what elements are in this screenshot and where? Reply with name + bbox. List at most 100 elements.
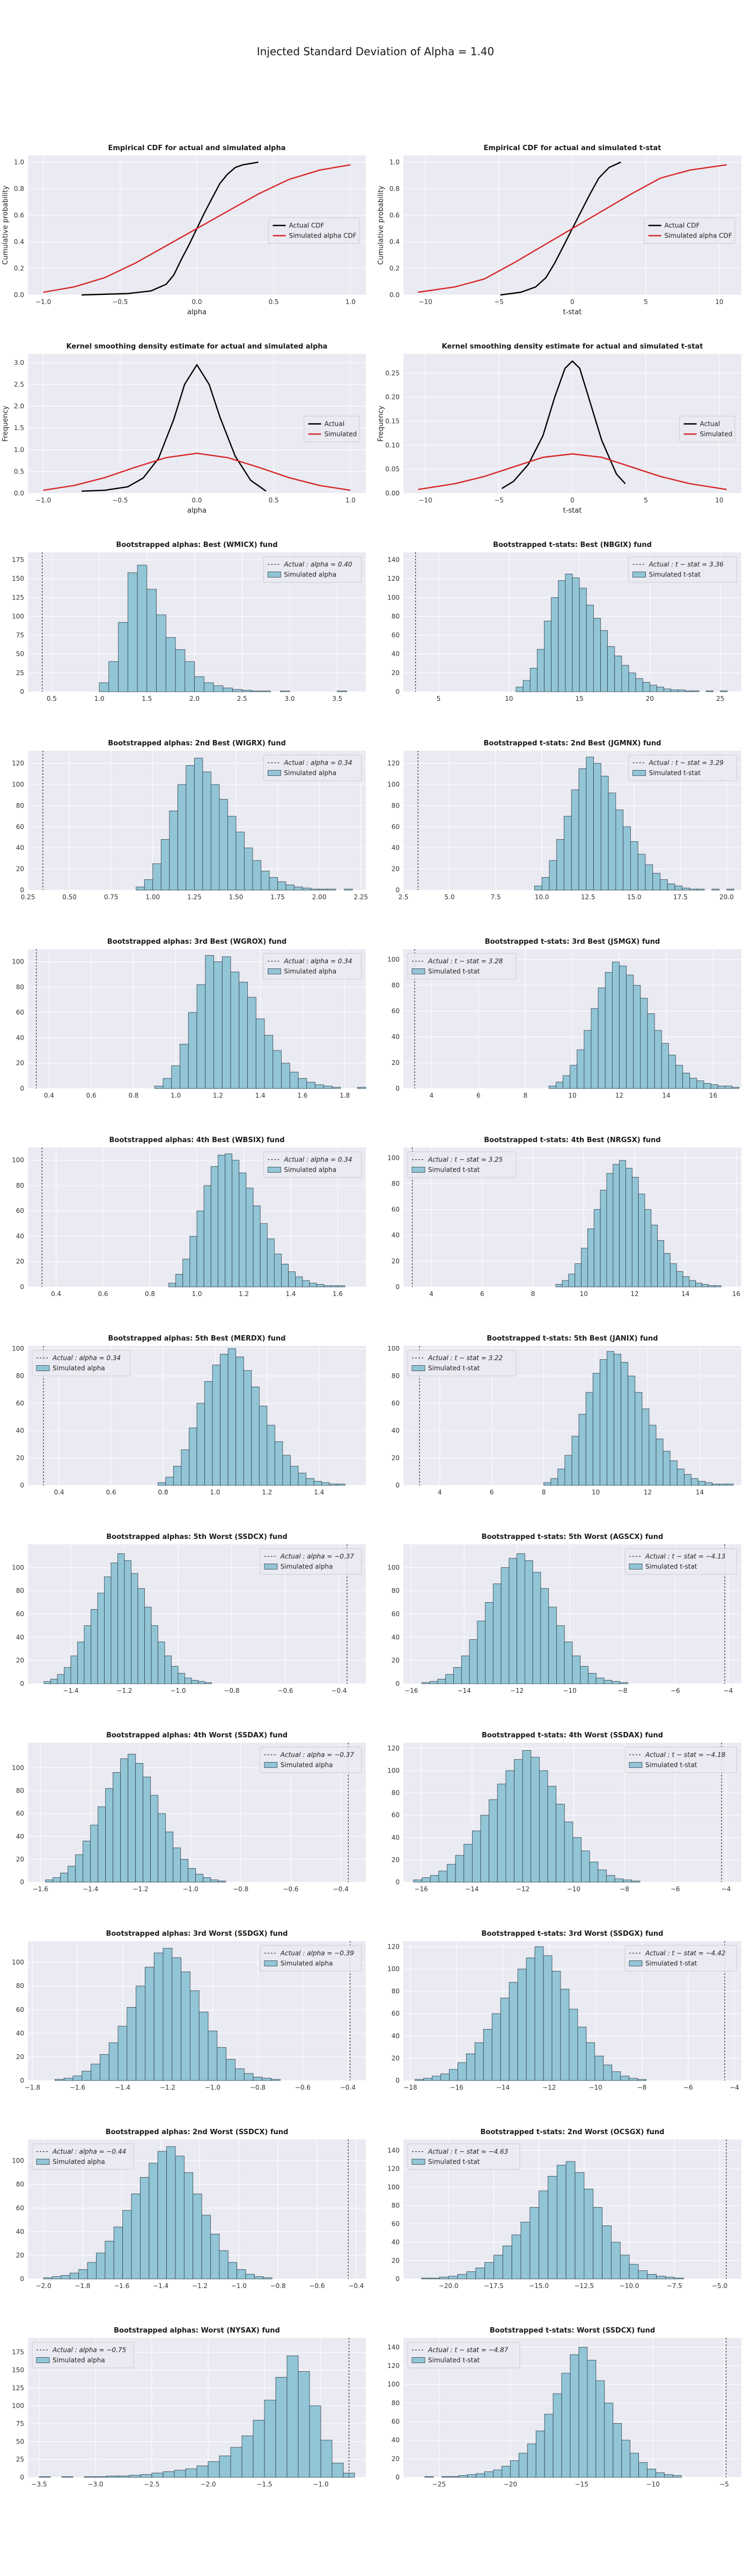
legend-label: Actual : t − stat = −4.18 — [645, 1751, 726, 1759]
histogram-bar — [247, 997, 256, 1089]
y-tick-label: 25 — [16, 2456, 24, 2463]
x-tick-label: −1.0 — [170, 1687, 186, 1694]
legend-patch-swatch — [36, 2357, 50, 2363]
series-line — [501, 360, 626, 490]
x-tick-label: −20 — [504, 2481, 517, 2488]
histogram-bar — [332, 2462, 344, 2478]
y-tick-label: 120 — [387, 2165, 400, 2173]
histogram-bar — [281, 1063, 290, 1089]
histogram-bar — [570, 2354, 579, 2478]
histogram-bar — [274, 1254, 282, 1287]
y-tick-label: 60 — [392, 2418, 400, 2425]
y-tick-label: 80 — [16, 2181, 24, 2188]
y-tick-label: 1.5 — [14, 424, 24, 432]
y-tick-label: 0 — [20, 1680, 24, 1687]
histogram-bar — [77, 1641, 85, 1684]
histogram-bar — [551, 597, 559, 692]
legend-label: Simulated alpha — [284, 769, 336, 777]
histogram-bar — [64, 1667, 71, 1684]
y-tick-label: 100 — [12, 1564, 24, 1571]
histogram-bar — [306, 1478, 314, 1486]
y-tick-label: 60 — [392, 1811, 400, 1819]
x-tick-label: 8 — [524, 1092, 528, 1099]
histogram-bar — [556, 1803, 565, 1883]
x-tick-label: 16 — [709, 1092, 717, 1099]
x-tick-label: 1.25 — [187, 893, 202, 901]
histogram-bar — [219, 799, 228, 891]
y-tick-label: 20 — [392, 2455, 400, 2462]
histogram-bar — [82, 2070, 92, 2081]
x-tick-label: 15 — [575, 695, 583, 702]
x-tick-label: 0.6 — [86, 1092, 97, 1099]
x-tick-label: −16 — [414, 1885, 428, 1893]
legend-label: Actual CDF — [289, 222, 325, 230]
histogram-bar — [572, 1837, 581, 1883]
series-line — [418, 453, 727, 490]
histogram-bar — [282, 1455, 291, 1486]
x-tick-label: −4 — [730, 2084, 739, 2091]
histogram-bar — [539, 2190, 548, 2279]
histogram-bar — [271, 2079, 281, 2081]
y-tick-label: 20 — [392, 1257, 400, 1265]
x-tick-label: −3.0 — [87, 2481, 103, 2488]
histogram-bar — [253, 2076, 263, 2081]
x-axis-label: t-stat — [563, 308, 582, 316]
histogram-bar — [660, 879, 668, 891]
histogram-bar — [158, 1641, 165, 1684]
histogram-bar — [593, 2207, 602, 2279]
histogram-bar — [710, 1084, 718, 1089]
y-tick-label: 0 — [20, 688, 24, 695]
y-tick-label: 80 — [16, 1372, 24, 1380]
histogram-bar — [169, 810, 178, 891]
histogram-bar — [99, 682, 109, 692]
x-tick-label: −10 — [567, 1885, 580, 1893]
y-tick-label: 60 — [16, 2006, 24, 2014]
histogram-bar — [239, 1172, 247, 1287]
y-tick-label: 80 — [392, 1789, 400, 1797]
histogram-bar — [621, 2440, 631, 2478]
histogram-bar — [327, 889, 336, 891]
x-tick-label: −0.4 — [348, 2282, 364, 2290]
histogram-bar — [261, 691, 271, 692]
y-tick-label: 0 — [395, 1482, 400, 1489]
y-tick-label: 40 — [392, 1633, 400, 1641]
histogram-bar — [204, 1682, 212, 1684]
legend-label: Simulated alpha — [281, 1960, 333, 1967]
chart-title: Bootstrapped t-stats: 5th Worst (AGSCX) … — [482, 1533, 664, 1541]
x-tick-label: 1.4 — [314, 1489, 324, 1496]
histogram-bar — [104, 1576, 112, 1684]
x-tick-label: −12 — [516, 1885, 529, 1893]
histogram-bar — [53, 1877, 61, 1883]
legend-label: Simulated alpha CDF — [665, 232, 732, 240]
legend-label: Actual : t − stat = 3.28 — [428, 958, 503, 965]
y-tick-label: 40 — [16, 844, 24, 852]
y-tick-label: 20 — [392, 2257, 400, 2264]
x-tick-label: 0.6 — [98, 1290, 108, 1298]
histogram-bar — [244, 847, 253, 891]
chart-panel: 0.5 1.0 1.5 2.0 2.5 3.0 3.5 0 25 50 75 100 125 150 175… — [12, 541, 366, 702]
histogram-bar — [696, 889, 705, 891]
y-tick-label: 75 — [16, 632, 24, 639]
x-tick-label: −10 — [646, 2481, 660, 2488]
histogram-bar — [620, 2255, 630, 2279]
histogram-bar — [241, 690, 252, 692]
x-tick-label: −1.0 — [35, 497, 51, 504]
histogram-bar — [689, 1078, 697, 1089]
histogram-bar — [323, 1085, 333, 1089]
histogram-bar — [575, 2172, 585, 2279]
chart-panel: 0.4 0.6 0.8 1.0 1.2 1.4 1.6 1.8 0 20 40 60 80 100 Boot… — [12, 938, 366, 1099]
histogram-bar — [577, 1049, 585, 1089]
x-tick-label: −0.6 — [295, 2084, 311, 2091]
histogram-bar — [440, 2074, 450, 2081]
histogram-bar — [556, 1625, 565, 1684]
histogram-bar — [210, 1166, 218, 1287]
y-tick-label: 20 — [16, 1258, 24, 1265]
y-tick-label: 1.0 — [389, 158, 400, 166]
x-tick-label: 4 — [430, 1092, 434, 1099]
x-tick-label: 1.0 — [192, 1290, 202, 1298]
x-tick-label: −10 — [588, 2084, 602, 2091]
histogram-bar — [195, 1874, 204, 1883]
histogram-bar — [90, 1825, 99, 1883]
histogram-bar — [261, 871, 270, 891]
y-tick-label: 2.5 — [14, 381, 24, 388]
